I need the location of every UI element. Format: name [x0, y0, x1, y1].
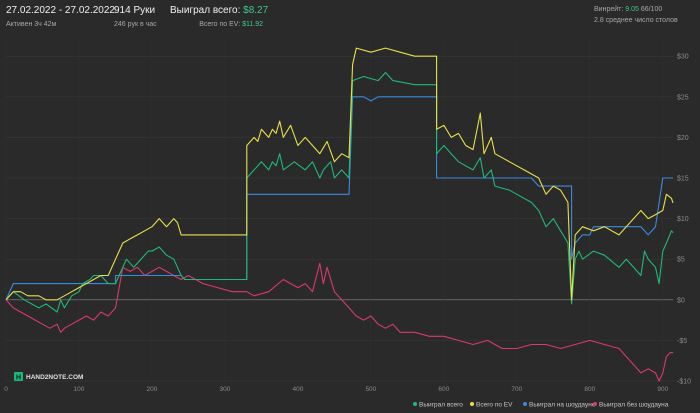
stats-header: 27.02.2022 - 27.02.2022 Активен 3ч 42м 9…: [0, 0, 700, 32]
x-tick-label: 800: [584, 386, 595, 393]
series-line-0: [5, 71, 674, 313]
hands-count: 914 Руки: [114, 5, 156, 16]
winrate-label: Винрейт:: [594, 6, 624, 13]
won-label: Выиграл всего:: [170, 5, 241, 16]
y-tick-label: -$10: [677, 379, 691, 386]
x-tick-label: 200: [147, 386, 158, 393]
legend-marker: [523, 402, 527, 406]
x-tick-label: 500: [365, 386, 376, 393]
legend-marker: [413, 402, 417, 406]
y-tick-label: $15: [677, 176, 689, 183]
y-axis-ticks: -$10 -$5 $0 $5 $10 $15 $20 $25 $30: [677, 54, 691, 386]
series-lines: [5, 47, 674, 382]
x-tick-label: 0: [4, 386, 8, 393]
x-tick-label: 900: [657, 386, 668, 393]
x-tick-label: 300: [219, 386, 230, 393]
won-info: Выиграл всего: $8.27 Всего по EV: $11.92: [170, 5, 268, 30]
grid-lines: [5, 40, 673, 382]
hand2note-logo: H HAND2NOTE.COM: [14, 372, 83, 382]
x-tick-label: 600: [438, 386, 449, 393]
logo-icon-letter: H: [16, 375, 21, 382]
ev-label: Всего по EV:: [199, 21, 241, 28]
y-tick-label: $30: [677, 54, 689, 61]
x-tick-label: 100: [74, 386, 85, 393]
logo-text: HAND2NOTE.COM: [26, 374, 83, 381]
legend-marker: [470, 402, 474, 406]
ev-total: Всего по EV: $11.92: [170, 20, 263, 30]
series-line-1: [5, 47, 674, 301]
x-tick-label: 400: [292, 386, 303, 393]
y-tick-label: $25: [677, 94, 689, 101]
won-value: $8.27: [243, 5, 269, 16]
session-info: 27.02.2022 - 27.02.2022 Активен 3ч 42м: [6, 5, 115, 30]
won-total: Выиграл всего: $8.27: [170, 5, 268, 17]
winrate-info: Винрейт: 9.05 66/100 2.8 среднее число с…: [594, 5, 678, 26]
y-tick-label: $0: [677, 297, 685, 304]
hands-rate: 246 рук в час: [114, 21, 157, 28]
legend-label: Выиграл всего: [419, 402, 463, 409]
active-time: Активен 3ч 42м: [6, 21, 57, 28]
y-tick-label: $5: [677, 257, 685, 264]
hands-info: 914 Руки 246 рук в час: [114, 5, 157, 30]
series-line-3: [5, 262, 673, 382]
legend-label: Всего по EV: [476, 402, 513, 409]
legend-marker: [593, 402, 597, 406]
logo-icon: [14, 372, 23, 381]
y-tick-label: $10: [677, 216, 689, 223]
legend: Выиграл всего Всего по EV Выиграл на шоуда…: [413, 401, 669, 409]
winrate: Винрейт: 9.05 66/100: [594, 5, 678, 15]
y-tick-label: -$5: [677, 338, 687, 345]
x-axis-ticks: 0 100 200 300 400 500 600 700 800 900: [4, 386, 668, 393]
date-range: 27.02.2022 - 27.02.2022: [6, 5, 115, 16]
avg-tables: 2.8 среднее число столов: [594, 17, 678, 24]
winrate-suffix: 66/100: [640, 6, 663, 13]
winrate-value: 9.05: [625, 6, 639, 13]
legend-label: Выиграл на шоудауне: [529, 402, 596, 409]
legend-label: Выиграл без шоудауна: [599, 401, 669, 409]
x-tick-label: 700: [511, 386, 522, 393]
ev-value: $11.92: [242, 21, 263, 28]
y-tick-label: $20: [677, 135, 689, 142]
